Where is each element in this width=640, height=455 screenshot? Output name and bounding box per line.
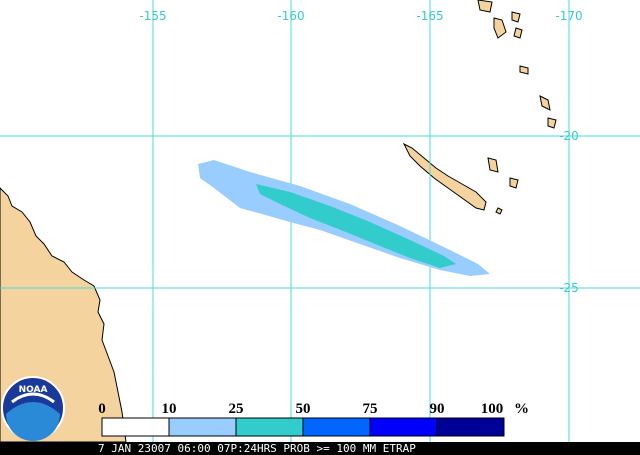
- legend-level: 25: [229, 401, 244, 417]
- noaa-logo: NOAA: [1, 376, 65, 441]
- legend-swatch: [101, 417, 170, 437]
- new-caledonia: [402, 142, 487, 211]
- legend-swatch: [369, 417, 438, 437]
- legend: 0 10 25 50 75 90 100%: [98, 401, 529, 437]
- legend-swatch: [436, 417, 505, 437]
- lon-label: -170: [555, 9, 582, 23]
- legend-swatch: [235, 417, 304, 437]
- legend-level: 100: [481, 401, 504, 417]
- islands: [477, 0, 557, 215]
- footer-bar: [0, 442, 640, 455]
- probability-25: [256, 184, 456, 268]
- legend-level: 50: [296, 401, 311, 417]
- lat-label: -20: [559, 129, 579, 143]
- lon-label: -155: [139, 9, 166, 23]
- footer-text: 7 JAN 23007 06:00 07P:24HRS PROB >= 100 …: [98, 442, 416, 455]
- legend-swatch: [168, 417, 237, 437]
- lat-label: -25: [559, 281, 579, 295]
- legend-level: 75: [363, 401, 378, 417]
- legend-level: 90: [430, 401, 445, 417]
- legend-unit: %: [514, 401, 529, 417]
- grid: [0, 0, 640, 442]
- logo-text: NOAA: [19, 385, 48, 395]
- legend-swatch: [302, 417, 371, 437]
- legend-level: 0: [98, 401, 106, 417]
- lon-label: -165: [416, 9, 443, 23]
- legend-level: 10: [162, 401, 177, 417]
- lon-label: -160: [277, 9, 304, 23]
